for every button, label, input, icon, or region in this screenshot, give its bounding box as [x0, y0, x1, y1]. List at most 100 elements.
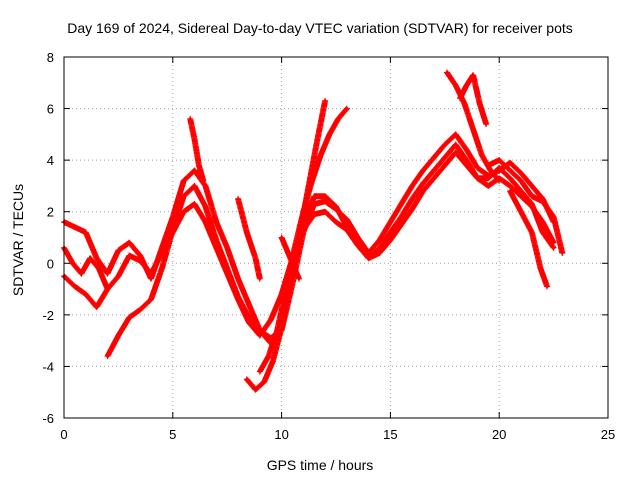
data-point — [334, 220, 338, 224]
data-point — [253, 256, 257, 260]
data-point — [225, 246, 229, 250]
series-markers — [61, 131, 557, 342]
series-trace-11 — [507, 188, 551, 290]
data-point — [399, 215, 403, 219]
data-point — [454, 83, 458, 87]
data-point — [149, 272, 153, 276]
y-tick-label: -2 — [42, 308, 54, 323]
data-point — [193, 202, 197, 206]
grid — [64, 57, 608, 418]
data-point — [458, 96, 462, 100]
data-point — [201, 179, 205, 183]
x-axis-label: GPS time / hours — [266, 457, 374, 473]
data-point — [471, 127, 475, 131]
data-point — [421, 168, 425, 172]
data-point — [95, 305, 99, 309]
data-point — [297, 277, 301, 281]
data-point — [312, 194, 316, 198]
data-point — [356, 236, 360, 239]
data-point — [378, 238, 382, 242]
data-point — [193, 168, 197, 172]
x-tick-label: 15 — [383, 427, 397, 442]
data-point — [462, 101, 466, 105]
data-point — [323, 199, 327, 203]
data-point — [356, 243, 360, 247]
data-point — [262, 380, 266, 384]
data-point — [497, 158, 501, 162]
data-point — [71, 261, 75, 265]
data-point — [486, 176, 490, 180]
data-point — [465, 148, 469, 152]
data-point — [79, 272, 83, 276]
data-point — [399, 202, 403, 206]
data-point — [508, 176, 512, 180]
data-point — [247, 303, 251, 307]
data-point — [334, 205, 338, 209]
y-tick-label: 0 — [47, 256, 54, 271]
data-point — [443, 143, 447, 147]
data-point — [214, 220, 218, 224]
data-marks — [61, 69, 566, 393]
data-point — [116, 333, 120, 337]
data-point — [84, 230, 88, 234]
data-point — [454, 143, 458, 147]
data-point — [127, 241, 131, 245]
data-point — [552, 215, 556, 219]
data-point — [541, 230, 545, 234]
data-point — [541, 220, 545, 224]
data-point — [530, 230, 534, 234]
data-point — [160, 266, 164, 270]
data-point — [497, 179, 501, 183]
data-point — [193, 138, 197, 142]
data-point — [236, 197, 240, 201]
data-point — [497, 166, 501, 170]
data-point — [73, 225, 77, 229]
data-point — [345, 107, 349, 111]
data-point — [116, 274, 120, 278]
data-point — [530, 194, 534, 198]
data-point — [432, 156, 436, 160]
data-point — [421, 181, 425, 185]
data-point — [508, 168, 512, 172]
data-point — [545, 284, 549, 288]
data-point — [399, 223, 403, 227]
data-point — [475, 176, 479, 180]
data-point — [508, 184, 512, 188]
data-point — [127, 315, 131, 319]
data-point — [314, 143, 318, 147]
data-point — [484, 122, 488, 126]
data-point — [345, 225, 349, 229]
data-point — [410, 197, 414, 201]
data-point — [486, 184, 490, 188]
data-point — [519, 210, 523, 214]
data-point — [269, 318, 273, 322]
data-point — [258, 277, 262, 281]
data-point — [443, 163, 447, 167]
series-markers — [235, 195, 263, 282]
data-point — [312, 212, 316, 216]
data-point — [95, 256, 99, 260]
data-point — [188, 117, 192, 121]
data-point — [193, 184, 197, 188]
data-point — [149, 297, 153, 301]
data-point — [138, 308, 142, 312]
y-tick-label: -6 — [42, 411, 54, 426]
data-point — [88, 256, 92, 260]
data-point — [465, 83, 469, 87]
data-point — [432, 168, 436, 172]
data-point — [519, 171, 523, 175]
data-point — [275, 328, 279, 332]
data-point — [171, 215, 175, 219]
data-point — [519, 179, 523, 183]
data-point — [225, 266, 229, 270]
data-point — [475, 166, 479, 170]
data-point — [388, 238, 392, 242]
data-point — [323, 99, 327, 103]
data-point — [541, 199, 545, 203]
y-tick-label: 8 — [47, 50, 54, 65]
data-point — [73, 284, 77, 288]
data-point — [182, 194, 186, 198]
data-point — [319, 153, 323, 157]
data-point — [203, 184, 207, 188]
data-point — [253, 388, 257, 392]
